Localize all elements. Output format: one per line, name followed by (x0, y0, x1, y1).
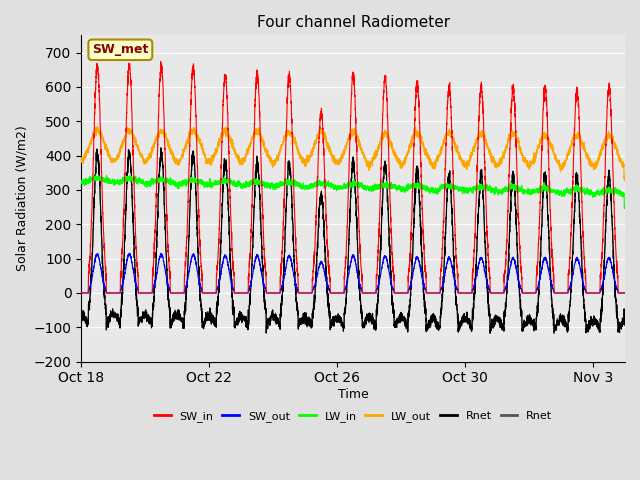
Y-axis label: Solar Radiation (W/m2): Solar Radiation (W/m2) (15, 126, 28, 271)
X-axis label: Time: Time (338, 388, 369, 401)
Text: SW_met: SW_met (92, 43, 148, 56)
Legend: SW_in, SW_out, LW_in, LW_out, Rnet, Rnet: SW_in, SW_out, LW_in, LW_out, Rnet, Rnet (150, 407, 557, 426)
Title: Four channel Radiometer: Four channel Radiometer (257, 15, 450, 30)
